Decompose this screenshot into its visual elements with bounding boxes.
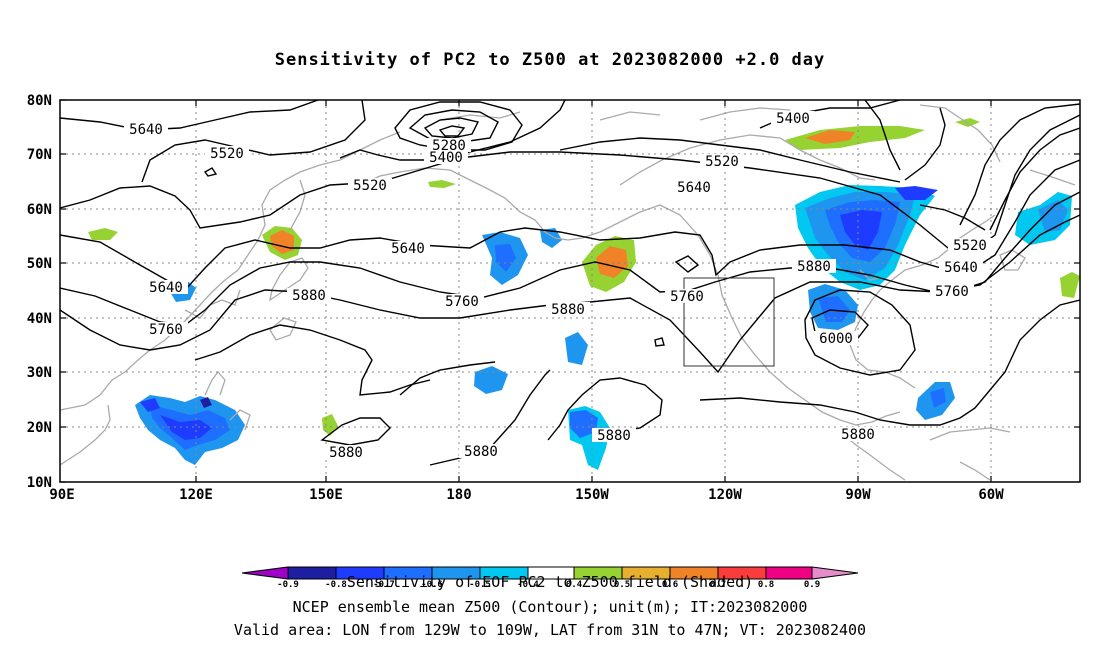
tick-marks: [60, 99, 1080, 483]
lon-tick-label: 60W: [978, 487, 1004, 503]
caption-shading: Sensitivity of EOF PC2 to Z500 field (Sh…: [346, 573, 754, 591]
lon-tick-label: 150E: [309, 487, 343, 503]
contour-label: 5760: [445, 294, 479, 310]
chart-title: Sensitivity of PC2 to Z500 at 2023082000…: [274, 50, 826, 70]
shade-blob: [930, 388, 946, 408]
lat-tick-label: 80N: [27, 93, 52, 109]
colorbar-tick-label: -0.4: [517, 580, 539, 590]
lon-tick-label: 150W: [575, 487, 609, 503]
colorbar-tick-label: 0.5: [614, 580, 630, 590]
contour-label: 5880: [841, 427, 875, 443]
lat-labels: 80N 70N 60N 50N 40N 30N 20N 10N: [27, 93, 52, 491]
shade-blob: [565, 332, 588, 365]
contour-labels: 5640 5520 5280 5400 5520 5640 5400 5520 …: [124, 111, 992, 461]
shade-blob: [140, 398, 160, 412]
shade-blob: [895, 186, 938, 200]
contour-label: 5760: [670, 289, 704, 305]
shade-blob: [805, 130, 855, 144]
contour-label: 5640: [149, 280, 183, 296]
contour-label: 5880: [551, 302, 585, 318]
colorbar-tick-label: 0.4: [566, 580, 583, 590]
shade-blob: [570, 410, 598, 438]
lat-tick-label: 50N: [27, 256, 52, 272]
lon-tick-label: 120W: [708, 487, 742, 503]
contour-label: 5880: [292, 288, 326, 304]
colorbar-tick-label: 0.7: [710, 580, 726, 590]
colorbar-tick-label: -0.9: [277, 580, 299, 590]
lat-tick-label: 30N: [27, 365, 52, 381]
shade-blob: [596, 246, 628, 278]
lon-tick-label: 180: [446, 487, 471, 503]
contour-label: 5640: [677, 180, 711, 196]
contour-label: 5640: [129, 122, 163, 138]
contour-label: 5880: [329, 445, 363, 461]
contour-label: 5520: [353, 178, 387, 194]
colorbar-tick-label: -0.8: [325, 580, 347, 590]
lon-tick-label: 90E: [49, 487, 74, 503]
contour-label: 5520: [953, 238, 987, 254]
shade-blob: [428, 180, 456, 188]
caption-contour: NCEP ensemble mean Z500 (Contour); unit(…: [292, 598, 808, 616]
coastlines: [60, 104, 1076, 481]
contour-label: 5760: [149, 322, 183, 338]
lat-tick-label: 20N: [27, 420, 52, 436]
colorbar-tick-label: -0.5: [469, 580, 491, 590]
shade-blob: [818, 296, 850, 322]
contour-label: 5520: [210, 146, 244, 162]
colorbar-tick-label: 0.8: [758, 580, 774, 590]
contour-label: 5520: [705, 154, 739, 170]
colorbar: [241, 566, 859, 580]
lat-tick-label: 70N: [27, 147, 52, 163]
plot-frame: [59, 99, 1081, 483]
contour-label: 5400: [776, 111, 810, 127]
contour-label: 5880: [464, 444, 498, 460]
contour-label: 5760: [935, 284, 969, 300]
shade-blob: [474, 366, 508, 394]
contour-label: 5880: [597, 428, 631, 444]
contour-label: 6000: [819, 331, 853, 347]
shade-blob: [495, 244, 516, 272]
colorbar-tick-label: 0.9: [804, 580, 820, 590]
shade-blob: [200, 397, 212, 408]
lat-tick-label: 60N: [27, 202, 52, 218]
colorbar-tick-label: -0.7: [373, 580, 395, 590]
contour-label: 5640: [391, 241, 425, 257]
colorbar-tick-label: -0.6: [421, 580, 443, 590]
lat-tick-label: 40N: [27, 311, 52, 327]
caption-valid-area: Valid area: LON from 129W to 109W, LAT f…: [233, 621, 867, 639]
contour-label: 5640: [944, 260, 978, 276]
shade-blob: [88, 228, 118, 240]
colorbar-right-arrow: [811, 566, 859, 580]
colorbar-ticks: -0.9 -0.8 -0.7 -0.6 -0.5 -0.4 0.4 0.5 0.…: [277, 580, 820, 590]
shade-blob: [1060, 272, 1080, 298]
lon-labels: 90E 120E 150E 180 150W 120W 90W 60W: [49, 487, 1004, 503]
shade-blob: [322, 414, 338, 436]
contour-label: 5400: [429, 150, 463, 166]
contour-label: 5880: [797, 259, 831, 275]
shade-blob: [840, 210, 882, 250]
lat-tick-label: 10N: [27, 475, 52, 491]
lon-tick-label: 90W: [845, 487, 871, 503]
lon-tick-label: 120E: [179, 487, 213, 503]
shade-blob: [785, 126, 925, 150]
colorbar-tick-label: 0.6: [662, 580, 678, 590]
